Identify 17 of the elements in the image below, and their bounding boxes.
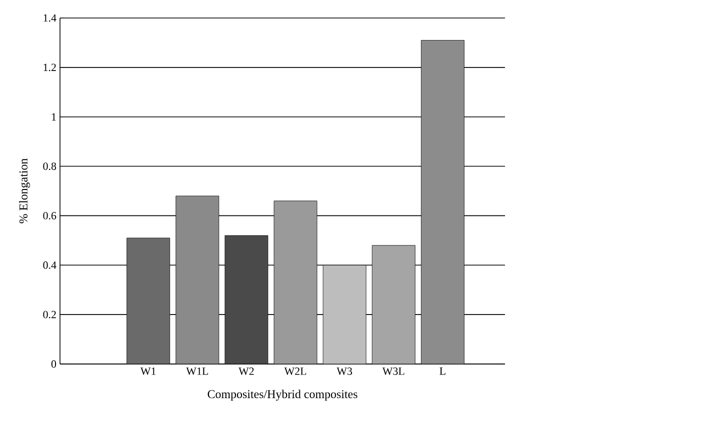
x-tick-label: W3 (336, 368, 352, 375)
y-tick-label: 0 (51, 360, 56, 368)
x-axis-title: Composites/Hybrid composites (208, 390, 358, 401)
x-tick-label: W2 (238, 368, 254, 375)
y-tick-label: 1 (52, 113, 56, 120)
y-axis-title: % Elongation (19, 158, 30, 224)
y-tick-label: 1.4 (44, 14, 56, 22)
y-tick-label: 0.2 (43, 310, 56, 318)
y-tick-label: 1.2 (44, 64, 56, 72)
y-tick-label: 0.6 (43, 212, 56, 220)
x-tick-label: W2L (284, 368, 306, 375)
x-tick-label: W1L (186, 368, 208, 375)
y-tick-label: 0.4 (43, 261, 56, 269)
x-tick-label: W1 (140, 368, 156, 375)
x-tick-label: W3L (382, 368, 404, 375)
x-tick-label: L (440, 368, 446, 375)
y-tick-label: 0.8 (43, 162, 56, 170)
